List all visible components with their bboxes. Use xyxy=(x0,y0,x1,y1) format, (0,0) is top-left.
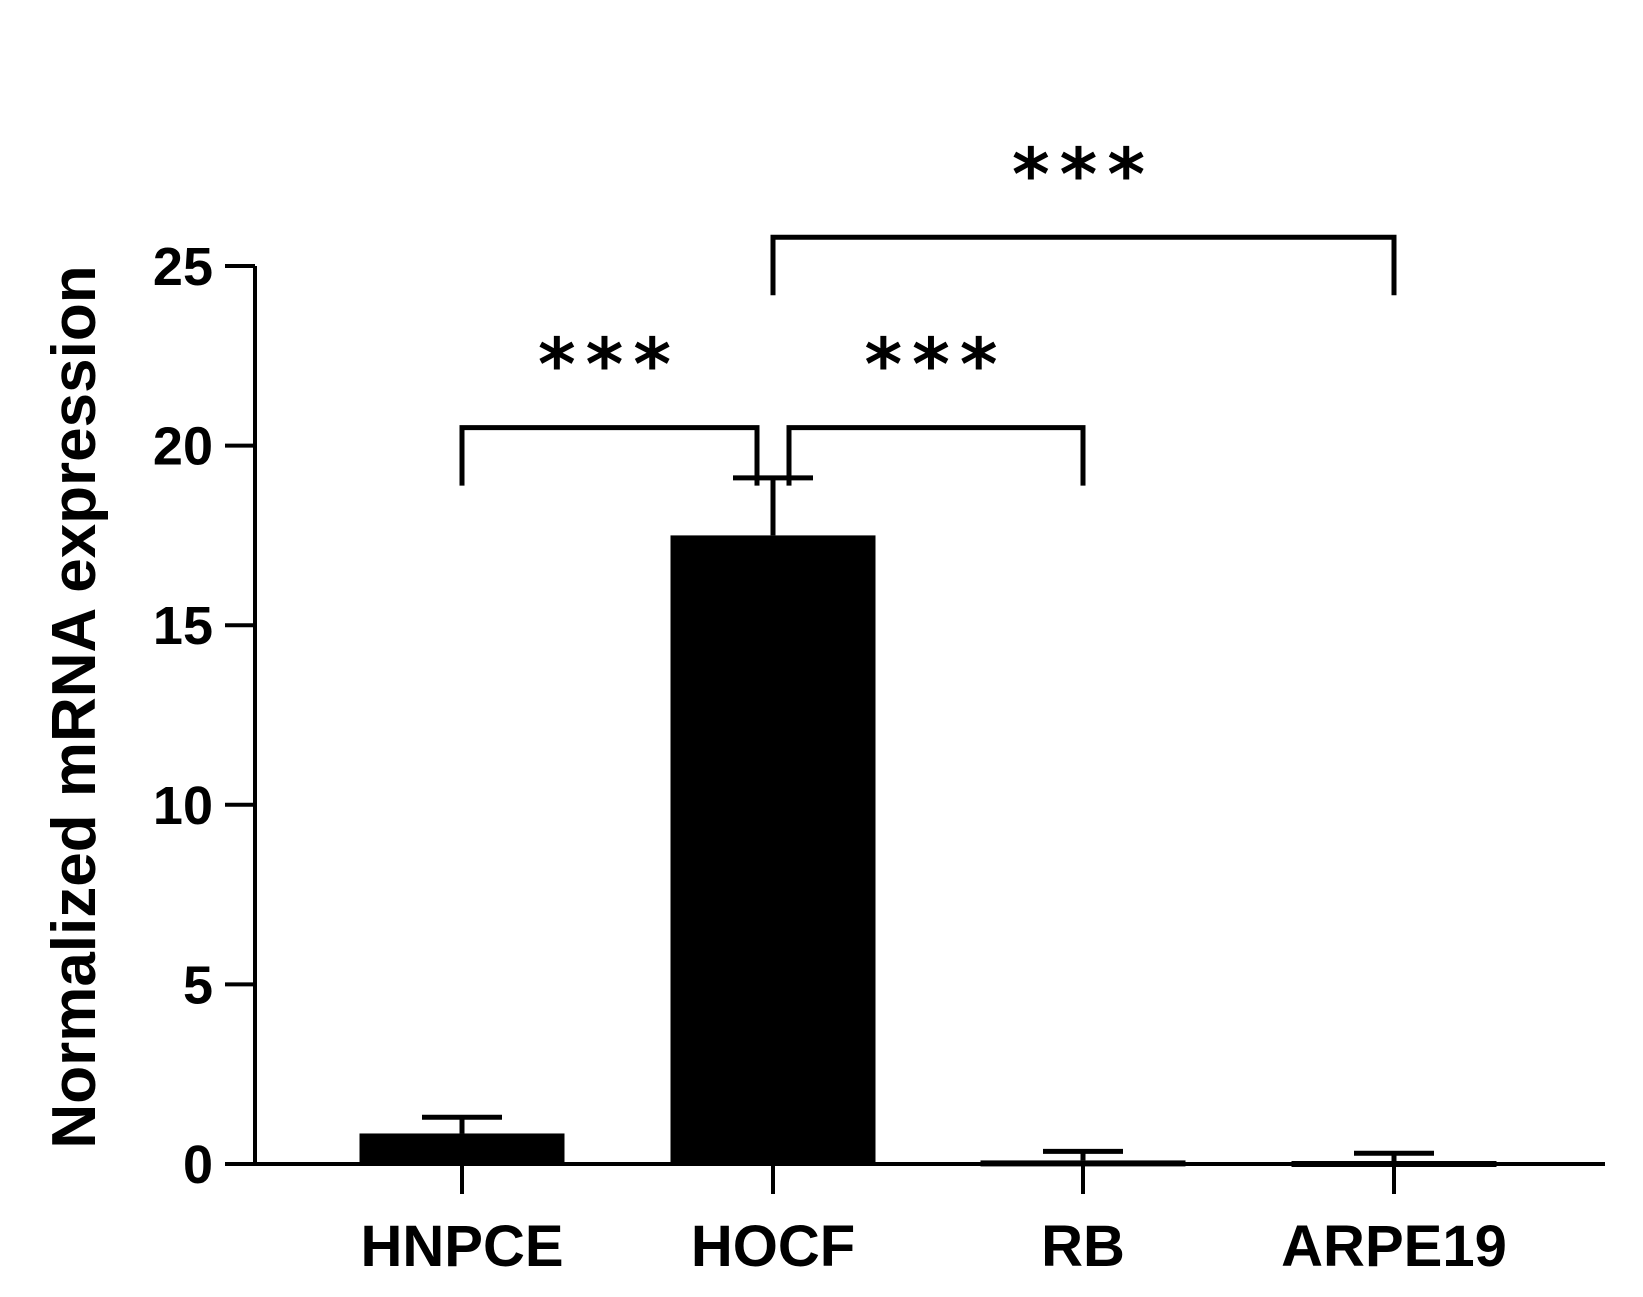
y-tick-label: 10 xyxy=(153,776,213,836)
bars xyxy=(359,535,1497,1167)
y-tick-label: 25 xyxy=(153,237,213,297)
error-bars xyxy=(422,475,1434,1164)
y-tick-label: 15 xyxy=(153,596,213,656)
significance-brackets: *** *** *** xyxy=(459,132,1397,486)
y-tick-label: 5 xyxy=(183,955,213,1015)
y-axis-title: Normalized mRNA expression xyxy=(40,265,109,1148)
x-tick-label: HNPCE xyxy=(360,1214,563,1279)
x-tick-label: ARPE19 xyxy=(1281,1214,1507,1279)
significance-bracket: *** xyxy=(770,132,1397,296)
x-tick-label: RB xyxy=(1041,1214,1125,1279)
significance-bracket: *** xyxy=(459,323,760,486)
bar-hocf xyxy=(670,535,876,1164)
axes: 0 5 10 15 20 25 HNPCE HOCF RB ARPE19 xyxy=(153,237,1605,1279)
x-ticks: HNPCE HOCF RB ARPE19 xyxy=(360,1164,1507,1279)
x-tick-label: HOCF xyxy=(691,1214,855,1279)
error-bar-hnpce xyxy=(422,1114,502,1134)
y-tick-label: 0 xyxy=(183,1135,213,1195)
bar-rb xyxy=(980,1160,1186,1167)
error-bar-arpe19 xyxy=(1354,1150,1434,1164)
error-bar-rb xyxy=(1043,1148,1123,1161)
significance-label: *** xyxy=(865,323,1008,407)
significance-label: *** xyxy=(1012,132,1155,216)
y-tick-label: 20 xyxy=(153,417,213,477)
significance-label: *** xyxy=(538,323,681,407)
bar-hnpce xyxy=(359,1133,565,1164)
significance-bracket: *** xyxy=(786,323,1086,486)
y-ticks: 0 5 10 15 20 25 xyxy=(153,237,255,1195)
error-bar-hocf xyxy=(733,475,813,536)
